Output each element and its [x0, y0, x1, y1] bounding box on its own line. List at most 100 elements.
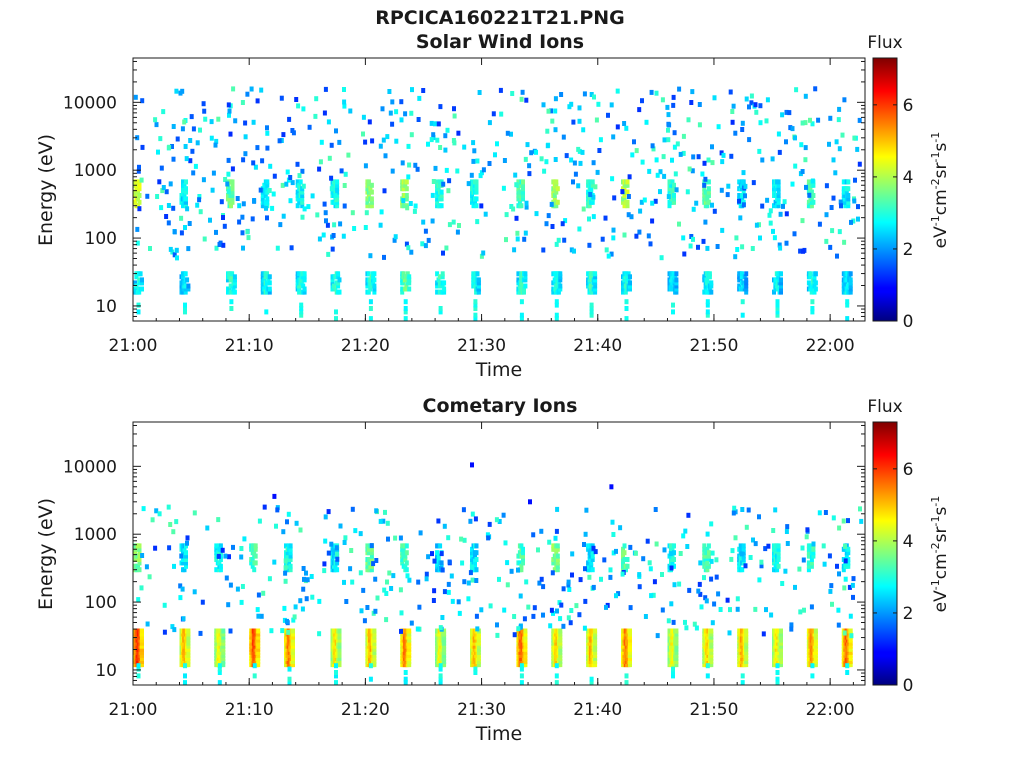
flux-cell — [787, 110, 792, 116]
flux-cell — [451, 219, 456, 225]
flux-cell — [781, 203, 785, 209]
flux-cell — [674, 643, 679, 649]
flux-cell — [387, 89, 392, 94]
flux-cell — [793, 584, 797, 590]
flux-cell — [466, 181, 471, 187]
flux-cell — [709, 640, 714, 646]
flux-cell — [589, 186, 594, 192]
flux-cell — [740, 127, 745, 132]
flux-cell — [446, 535, 451, 541]
flux-cell — [523, 156, 528, 162]
flux-cell — [267, 280, 272, 286]
flux-cell — [253, 553, 258, 559]
flux-cell — [306, 204, 311, 210]
flux-cell — [738, 277, 743, 283]
flux-cell — [476, 649, 481, 655]
flux-cell — [653, 507, 658, 512]
flux-cell — [137, 289, 142, 295]
flux-cell — [388, 110, 393, 116]
flux-cell — [622, 232, 627, 238]
flux-cell — [554, 673, 559, 679]
flux-cell — [741, 546, 746, 552]
flux-cell — [412, 208, 417, 214]
flux-cell — [848, 280, 853, 286]
flux-cell — [516, 567, 520, 573]
flux-cell — [828, 244, 833, 250]
flux-cell — [135, 135, 140, 141]
flux-cell — [587, 196, 592, 202]
flux-cell — [186, 631, 191, 637]
flux-cell — [277, 138, 282, 144]
flux-cell — [435, 199, 440, 205]
flux-cell — [473, 560, 477, 566]
flux-cell — [694, 625, 699, 631]
flux-cell — [479, 203, 484, 209]
flux-cell — [702, 160, 707, 166]
flux-cell — [501, 512, 506, 518]
flux-cell — [544, 159, 549, 165]
flux-cell — [285, 550, 290, 556]
flux-cell — [673, 274, 678, 280]
flux-cell — [322, 568, 327, 574]
flux-cell — [498, 87, 503, 93]
flux-cell — [476, 659, 481, 664]
flux-cell — [589, 676, 594, 682]
flux-cell — [556, 280, 561, 286]
flux-cell — [552, 186, 557, 192]
flux-cell — [230, 189, 235, 195]
flux-cell — [544, 221, 549, 227]
flux-cell — [614, 593, 618, 599]
flux-cell — [553, 96, 558, 102]
flux-cell — [792, 231, 797, 237]
flux-cell — [372, 659, 377, 664]
flux-cell — [558, 640, 563, 646]
flux-cell — [363, 225, 368, 230]
flux-cell — [519, 567, 524, 573]
flux-cell — [671, 271, 676, 277]
flux-cell — [154, 508, 159, 514]
flux-cell — [773, 186, 778, 192]
flux-cell — [593, 659, 598, 664]
flux-cell — [368, 676, 373, 682]
flux-cell — [263, 186, 268, 192]
flux-cell — [321, 232, 326, 238]
flux-cell — [749, 93, 754, 99]
flux-cell — [417, 95, 422, 101]
flux-cell — [187, 221, 192, 226]
flux-cell — [300, 214, 305, 220]
flux-cell — [780, 112, 785, 118]
flux-cell — [407, 631, 412, 637]
flux-cell — [855, 146, 860, 152]
flux-cell — [517, 550, 522, 556]
flux-cell — [452, 106, 456, 112]
flux-cell — [266, 277, 271, 283]
flux-cell — [285, 618, 289, 624]
flux-cell — [800, 169, 805, 174]
flux-cell — [365, 283, 370, 289]
flux-cell — [628, 280, 632, 286]
flux-cell — [338, 221, 343, 227]
flux-cell — [221, 242, 226, 248]
flux-cell — [337, 646, 342, 652]
flux-cell — [539, 528, 544, 534]
flux-cell — [534, 211, 539, 217]
flux-cell — [578, 160, 583, 166]
flux-cell — [349, 548, 354, 553]
y-tick-label: 1000 — [74, 525, 117, 545]
flux-cell — [558, 652, 563, 658]
flux-cell — [135, 226, 140, 232]
flux-cell — [221, 662, 226, 668]
flux-cell — [191, 126, 196, 132]
flux-cell — [811, 182, 816, 188]
flux-cell — [393, 535, 398, 541]
flux-cell — [407, 646, 412, 652]
flux-cell — [285, 519, 289, 525]
colorbar-tick-label: 2 — [903, 240, 914, 260]
flux-cell — [211, 170, 216, 176]
flux-cell — [133, 189, 137, 195]
flux-cell — [593, 549, 598, 555]
flux-cell — [772, 289, 776, 295]
flux-cell — [531, 613, 536, 619]
flux-cell — [442, 646, 447, 652]
flux-cell — [844, 553, 849, 559]
